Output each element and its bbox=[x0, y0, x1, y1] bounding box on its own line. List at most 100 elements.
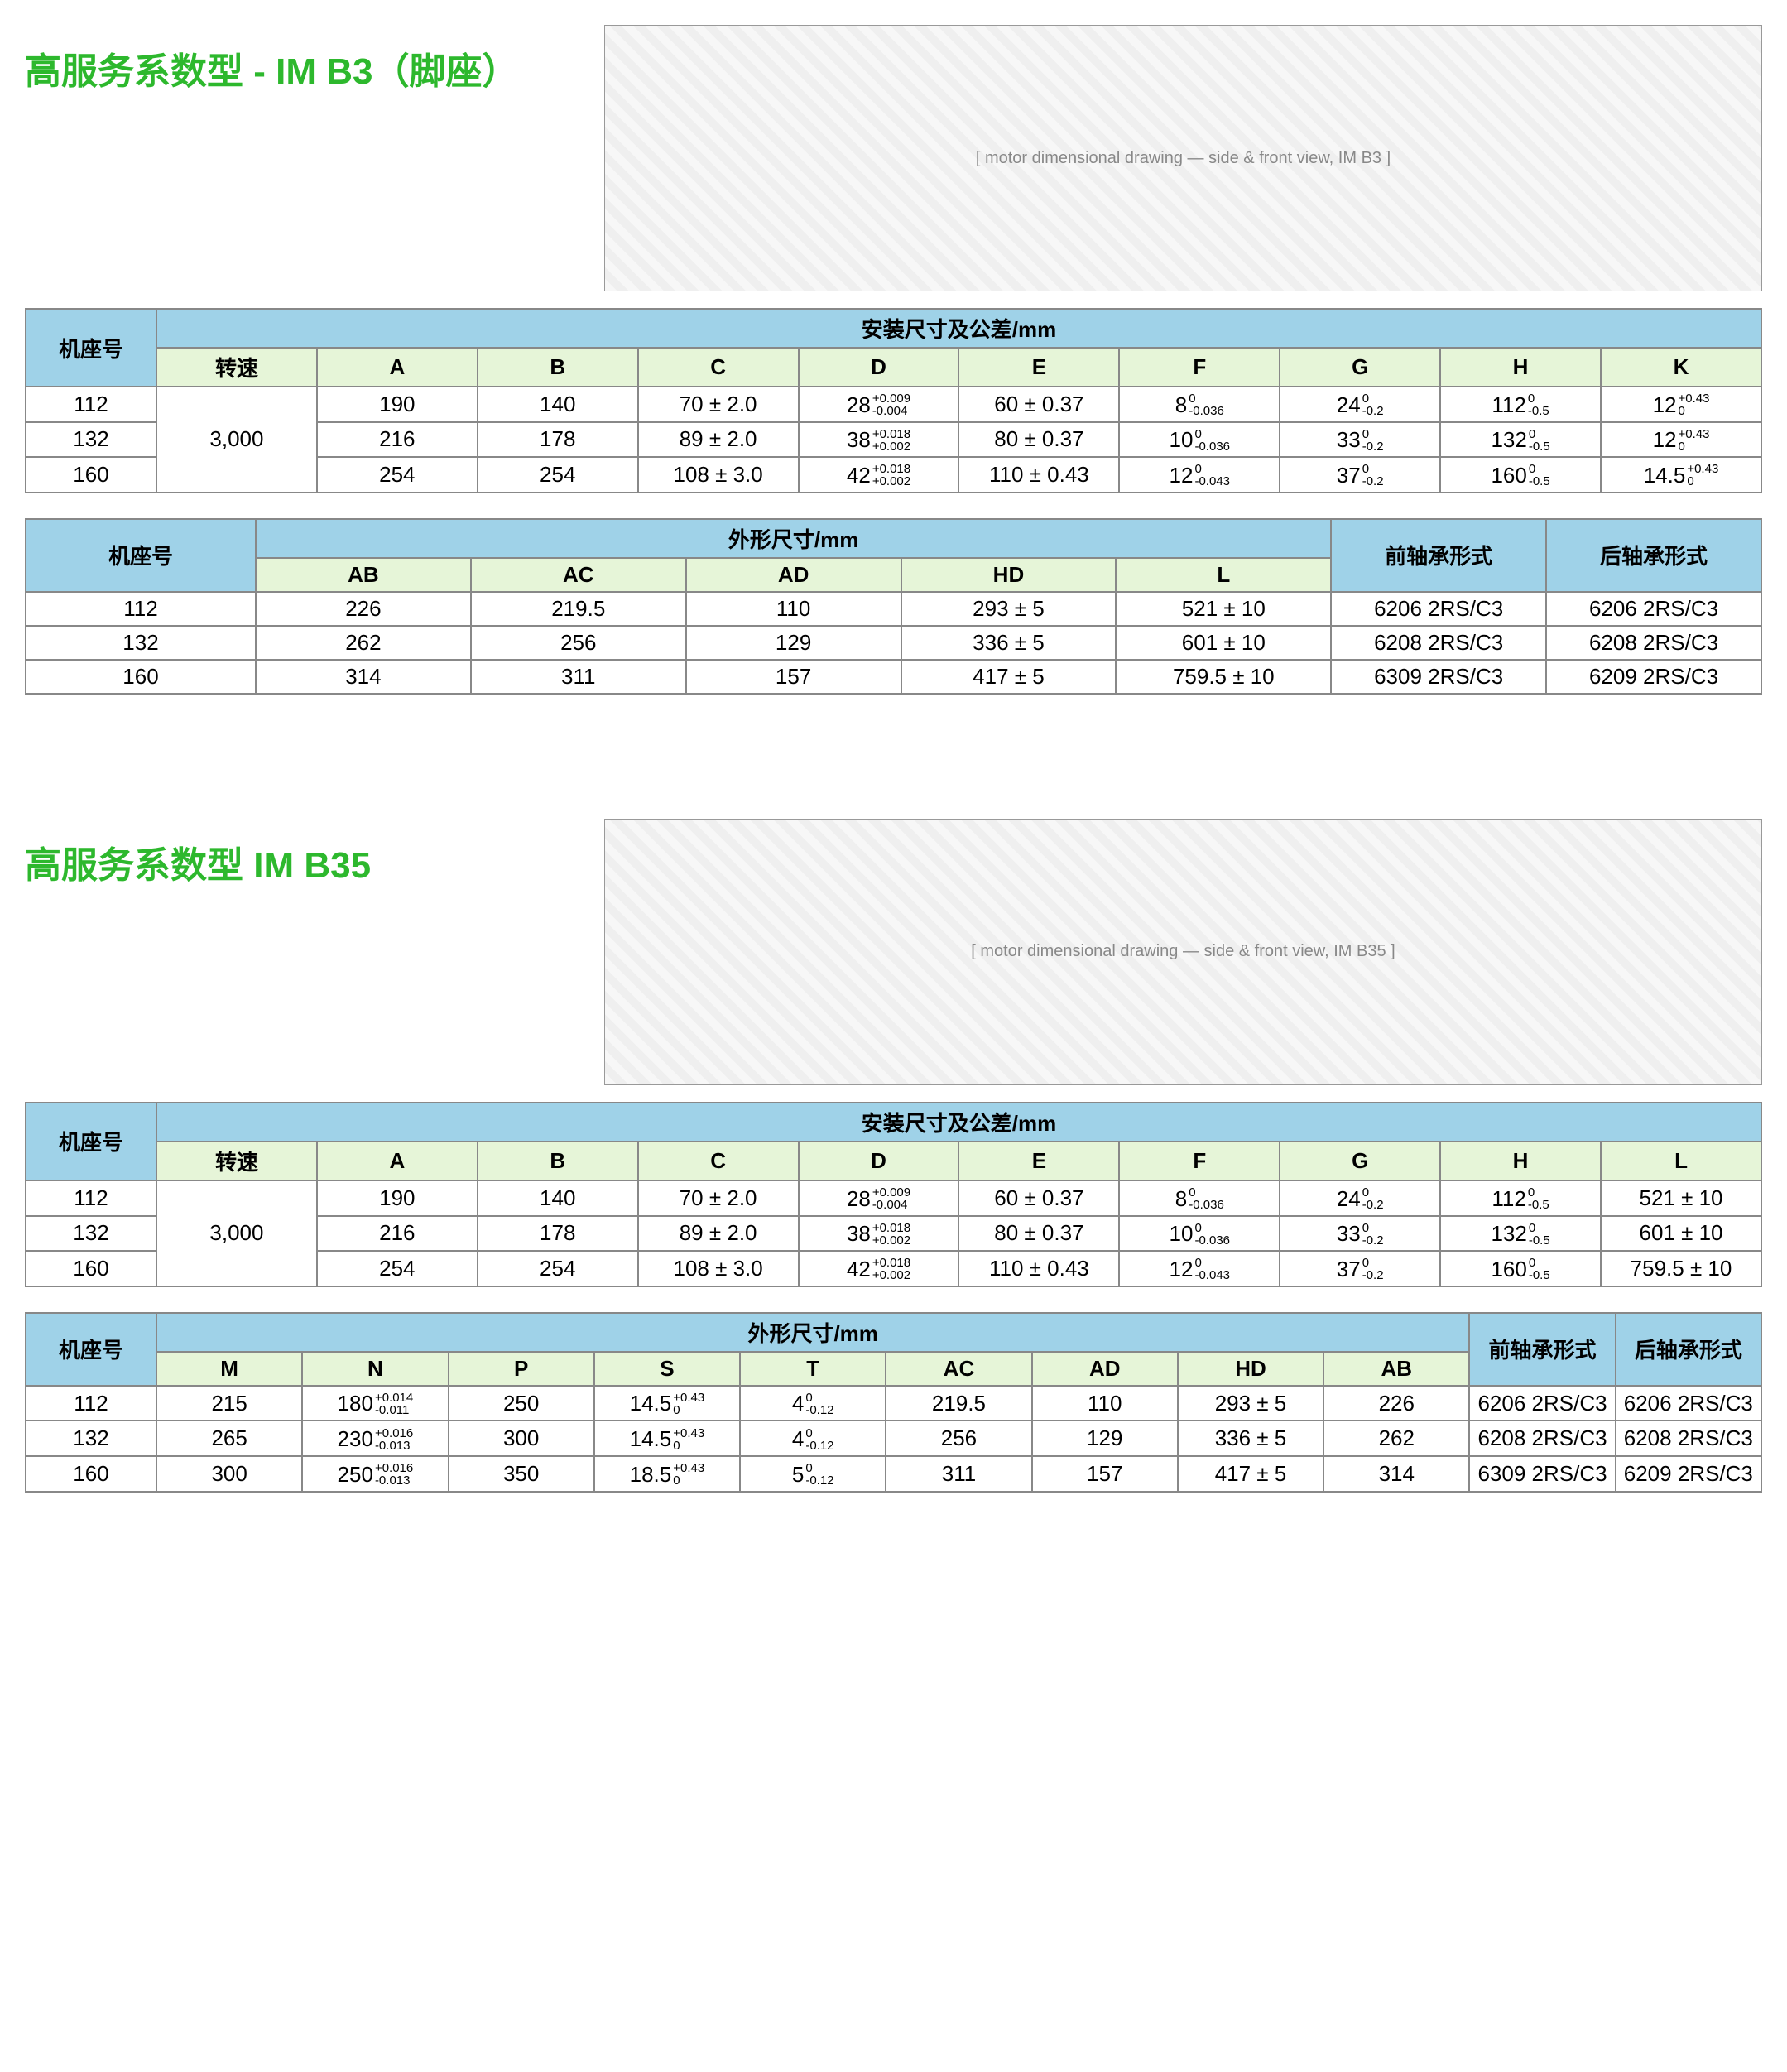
table-row: 112215180+0.014-0.01125014.5+0.43040-0.1… bbox=[26, 1386, 1761, 1421]
cell: 6206 2RS/C3 bbox=[1546, 592, 1761, 626]
table-row: 160314311157417 ± 5759.5 ± 106309 2RS/C3… bbox=[26, 660, 1761, 694]
cell: 14.5+0.430 bbox=[594, 1386, 740, 1421]
cell: 417 ± 5 bbox=[1178, 1456, 1323, 1492]
cell: 60 ± 0.37 bbox=[958, 1180, 1119, 1216]
frame-cell: 112 bbox=[26, 387, 156, 422]
frame-cell: 112 bbox=[26, 592, 256, 626]
cell: 601 ± 10 bbox=[1601, 1216, 1761, 1252]
cell: 6208 2RS/C3 bbox=[1546, 626, 1761, 660]
cell: 262 bbox=[1323, 1421, 1469, 1456]
s1t2-group: 外形尺寸/mm bbox=[256, 519, 1331, 558]
section2-diagram: [ motor dimensional drawing — side & fro… bbox=[604, 819, 1762, 1085]
col-ac: AC bbox=[471, 558, 686, 592]
section1-header: 高服务系数型 - IM B3（脚座） [ motor dimensional d… bbox=[25, 25, 1762, 291]
frame-cell: 160 bbox=[26, 1251, 156, 1286]
frame-cell: 132 bbox=[26, 422, 156, 458]
table-row: 160300250+0.016-0.01335018.5+0.43050-0.1… bbox=[26, 1456, 1761, 1492]
col-n: N bbox=[302, 1352, 448, 1386]
col-e: E bbox=[958, 348, 1119, 387]
cell: 6208 2RS/C3 bbox=[1616, 1421, 1761, 1456]
table-row: 132262256129336 ± 5601 ± 106208 2RS/C362… bbox=[26, 626, 1761, 660]
cell: 80-0.036 bbox=[1119, 387, 1280, 422]
col-t: T bbox=[740, 1352, 886, 1386]
cell: 60 ± 0.37 bbox=[958, 387, 1119, 422]
col-h: H bbox=[1440, 1142, 1601, 1180]
cell: 254 bbox=[478, 457, 638, 493]
cell: 311 bbox=[471, 660, 686, 694]
cell: 336 ± 5 bbox=[1178, 1421, 1323, 1456]
cell: 100-0.036 bbox=[1119, 1216, 1280, 1252]
cell: 157 bbox=[1032, 1456, 1178, 1492]
col-rear-bearing: 后轴承形式 bbox=[1546, 519, 1761, 592]
cell: 1320-0.5 bbox=[1440, 1216, 1601, 1252]
cell: 240-0.2 bbox=[1280, 1180, 1440, 1216]
cell: 293 ± 5 bbox=[1178, 1386, 1323, 1421]
cell: 1600-0.5 bbox=[1440, 1251, 1601, 1286]
col-ab: AB bbox=[1323, 1352, 1469, 1386]
cell: 219.5 bbox=[471, 592, 686, 626]
col-front-bearing: 前轴承形式 bbox=[1469, 1313, 1615, 1386]
section2-table1: 机座号 安装尺寸及公差/mm 转速 A B C D E F G H L 1123… bbox=[25, 1102, 1762, 1287]
cell: 50-0.12 bbox=[740, 1456, 886, 1492]
cell: 6208 2RS/C3 bbox=[1331, 626, 1546, 660]
col-l: L bbox=[1116, 558, 1331, 592]
cell: 190 bbox=[317, 1180, 478, 1216]
cell: 129 bbox=[686, 626, 901, 660]
cell: 254 bbox=[478, 1251, 638, 1286]
section1-diagram: [ motor dimensional drawing — side & fro… bbox=[604, 25, 1762, 291]
col-c: C bbox=[638, 348, 799, 387]
col-ad: AD bbox=[1032, 1352, 1178, 1386]
cell: 140 bbox=[478, 1180, 638, 1216]
cell: 311 bbox=[886, 1456, 1031, 1492]
cell: 80-0.036 bbox=[1119, 1180, 1280, 1216]
cell: 6209 2RS/C3 bbox=[1616, 1456, 1761, 1492]
cell: 6209 2RS/C3 bbox=[1546, 660, 1761, 694]
cell: 254 bbox=[317, 1251, 478, 1286]
cell: 180+0.014-0.011 bbox=[302, 1386, 448, 1421]
cell: 1320-0.5 bbox=[1440, 422, 1601, 458]
cell: 38+0.018+0.002 bbox=[799, 1216, 959, 1252]
col-ac: AC bbox=[886, 1352, 1031, 1386]
cell: 216 bbox=[317, 422, 478, 458]
col-c: C bbox=[638, 1142, 799, 1180]
col-e: E bbox=[958, 1142, 1119, 1180]
cell: 417 ± 5 bbox=[901, 660, 1117, 694]
cell: 601 ± 10 bbox=[1116, 626, 1331, 660]
cell: 262 bbox=[256, 626, 471, 660]
speed-cell: 3,000 bbox=[156, 1180, 317, 1286]
section1-title: 高服务系数型 - IM B3（脚座） bbox=[25, 41, 604, 94]
col-speed: 转速 bbox=[156, 348, 317, 387]
frame-cell: 160 bbox=[26, 1456, 156, 1492]
frame-cell: 132 bbox=[26, 1216, 156, 1252]
cell: 219.5 bbox=[886, 1386, 1031, 1421]
s2t1-rowlabel: 机座号 bbox=[26, 1103, 156, 1180]
col-p: P bbox=[449, 1352, 594, 1386]
cell: 216 bbox=[317, 1216, 478, 1252]
col-ad: AD bbox=[686, 558, 901, 592]
cell: 6206 2RS/C3 bbox=[1331, 592, 1546, 626]
cell: 70 ± 2.0 bbox=[638, 1180, 799, 1216]
cell: 256 bbox=[471, 626, 686, 660]
cell: 40-0.12 bbox=[740, 1421, 886, 1456]
col-d: D bbox=[799, 1142, 959, 1180]
frame-cell: 132 bbox=[26, 1421, 156, 1456]
col-g: G bbox=[1280, 348, 1440, 387]
col-front-bearing: 前轴承形式 bbox=[1331, 519, 1546, 592]
col-h: H bbox=[1440, 348, 1601, 387]
cell: 226 bbox=[256, 592, 471, 626]
cell: 18.5+0.430 bbox=[594, 1456, 740, 1492]
col-a: A bbox=[317, 348, 478, 387]
cell: 140 bbox=[478, 387, 638, 422]
cell: 6206 2RS/C3 bbox=[1469, 1386, 1615, 1421]
cell: 89 ± 2.0 bbox=[638, 1216, 799, 1252]
cell: 293 ± 5 bbox=[901, 592, 1117, 626]
col-rear-bearing: 后轴承形式 bbox=[1616, 1313, 1761, 1386]
cell: 250 bbox=[449, 1386, 594, 1421]
col-s: S bbox=[594, 1352, 740, 1386]
cell: 80 ± 0.37 bbox=[958, 1216, 1119, 1252]
cell: 110 ± 0.43 bbox=[958, 457, 1119, 493]
s1t1-cols: 转速 A B C D E F G H K bbox=[26, 348, 1761, 387]
cell: 12+0.430 bbox=[1601, 387, 1761, 422]
cell: 28+0.009-0.004 bbox=[799, 387, 959, 422]
cell: 40-0.12 bbox=[740, 1386, 886, 1421]
